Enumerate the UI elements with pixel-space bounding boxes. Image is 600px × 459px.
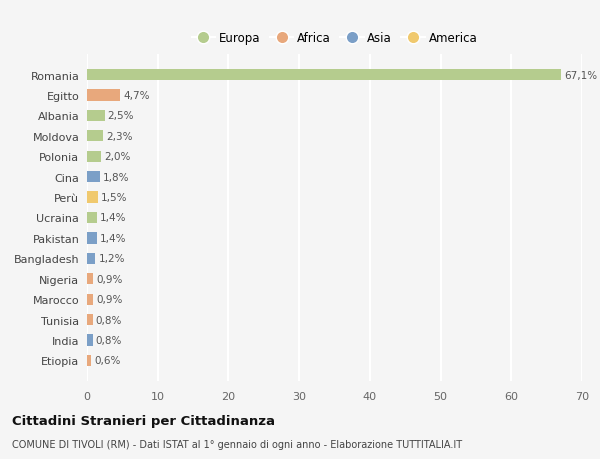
Bar <box>87 111 104 122</box>
Text: 4,7%: 4,7% <box>123 91 149 101</box>
Bar <box>87 233 97 244</box>
Bar <box>87 151 101 162</box>
Bar <box>87 131 103 142</box>
Legend: Europa, Africa, Asia, America: Europa, Africa, Asia, America <box>188 28 481 48</box>
Bar <box>87 70 562 81</box>
Text: 0,9%: 0,9% <box>96 295 122 304</box>
Text: 0,8%: 0,8% <box>95 335 122 345</box>
Text: 1,2%: 1,2% <box>98 254 125 264</box>
Bar <box>87 314 92 325</box>
Text: 2,5%: 2,5% <box>107 111 134 121</box>
Text: 0,8%: 0,8% <box>95 315 122 325</box>
Bar <box>87 90 120 101</box>
Text: 0,9%: 0,9% <box>96 274 122 284</box>
Bar <box>87 172 100 183</box>
Bar <box>87 253 95 264</box>
Text: 1,8%: 1,8% <box>103 172 129 182</box>
Text: 2,3%: 2,3% <box>106 132 133 141</box>
Text: 67,1%: 67,1% <box>565 71 598 80</box>
Bar <box>87 335 92 346</box>
Text: 1,5%: 1,5% <box>100 193 127 203</box>
Bar <box>87 294 94 305</box>
Bar <box>87 355 91 366</box>
Text: 1,4%: 1,4% <box>100 213 126 223</box>
Text: 2,0%: 2,0% <box>104 152 130 162</box>
Bar <box>87 274 94 285</box>
Text: 0,6%: 0,6% <box>94 356 121 365</box>
Text: 1,4%: 1,4% <box>100 233 126 243</box>
Text: Cittadini Stranieri per Cittadinanza: Cittadini Stranieri per Cittadinanza <box>12 414 275 428</box>
Bar <box>87 192 98 203</box>
Text: COMUNE DI TIVOLI (RM) - Dati ISTAT al 1° gennaio di ogni anno - Elaborazione TUT: COMUNE DI TIVOLI (RM) - Dati ISTAT al 1°… <box>12 440 462 449</box>
Bar <box>87 213 97 224</box>
